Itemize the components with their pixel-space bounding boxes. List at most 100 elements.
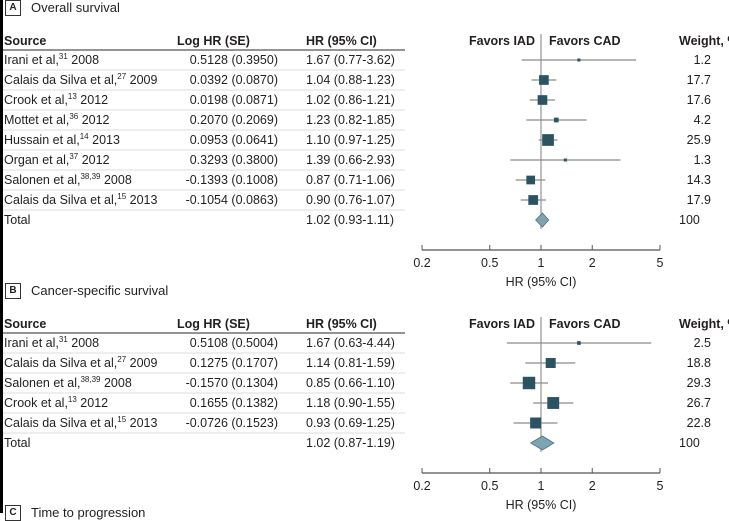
- column-header-weight: Weight, %: [679, 317, 729, 331]
- study-estimate-box: [577, 58, 581, 62]
- study-weight: 17.7: [686, 73, 711, 87]
- study-weight: 1.2: [693, 53, 711, 67]
- study-source: Crook et al,13 2012: [4, 92, 109, 108]
- study-weight: 29.3: [686, 376, 711, 390]
- pooled-estimate-diamond: [529, 435, 555, 451]
- study-loghr: 0.5128 (0.3950): [189, 53, 278, 67]
- study-source: Crook et al,13 2012: [4, 395, 109, 411]
- reference-number: 14: [79, 132, 89, 141]
- study-hrci: 1.02 (0.87-1.19): [306, 436, 395, 450]
- study-hrci: 1.18 (0.90-1.55): [306, 396, 395, 410]
- study-weight: 100: [679, 436, 700, 450]
- study-loghr: 0.3293 (0.3800): [189, 153, 278, 167]
- x-axis-title: HR (95% CI): [505, 498, 577, 512]
- study-loghr: 0.5108 (0.5004): [189, 336, 278, 350]
- x-tick-label: 0.5: [481, 479, 499, 493]
- x-axis-title: HR (95% CI): [505, 275, 577, 289]
- study-weight: 18.8: [686, 356, 711, 370]
- study-hrci: 1.04 (0.88-1.23): [306, 73, 395, 87]
- study-loghr: -0.1393 (0.1008): [185, 173, 278, 187]
- study-source: Mottet et al,36 2012: [4, 112, 110, 128]
- reference-number: 38,39: [80, 172, 101, 181]
- study-weight: 1.3: [693, 153, 711, 167]
- study-hrci: 1.67 (0.77-3.62): [306, 53, 395, 67]
- study-source: Calais da Silva et al,15 2013: [4, 415, 158, 431]
- study-estimate-box: [547, 397, 560, 409]
- panel-label: A: [5, 0, 21, 16]
- favors-iad-label: Favors IAD: [469, 34, 535, 48]
- reference-number: 15: [117, 192, 127, 201]
- study-source: Calais da Silva et al,27 2009: [4, 72, 158, 88]
- study-estimate-box: [542, 134, 554, 146]
- favors-iad-label: Favors IAD: [469, 317, 535, 331]
- study-source: Calais da Silva et al,27 2009: [4, 355, 158, 371]
- favors-cad-label: Favors CAD: [549, 317, 621, 331]
- study-hrci: 1.14 (0.81-1.59): [306, 356, 395, 370]
- study-loghr: 0.1275 (0.1707): [189, 356, 278, 370]
- study-loghr: -0.1570 (0.1304): [185, 376, 278, 390]
- study-hrci: 1.02 (0.93-1.11): [306, 213, 395, 227]
- reference-number: 13: [67, 92, 77, 101]
- column-header-source: Source: [4, 317, 47, 331]
- study-estimate-box: [528, 195, 539, 205]
- study-hrci: 1.39 (0.66-2.93): [306, 153, 395, 167]
- x-tick-label: 5: [656, 479, 664, 493]
- x-tick-label: 1: [537, 479, 545, 493]
- x-tick-label: 0.2: [413, 256, 431, 270]
- x-tick-label: 5: [656, 256, 664, 270]
- x-tick-label: 0.2: [413, 479, 431, 493]
- x-tick-label: 0.5: [481, 256, 499, 270]
- study-weight: 22.8: [686, 416, 711, 430]
- study-loghr: 0.1655 (0.1382): [189, 396, 278, 410]
- column-header-hrci: HR (95% CI): [306, 34, 377, 48]
- total-label: Total: [4, 436, 31, 450]
- study-hrci: 0.93 (0.69-1.25): [306, 416, 395, 430]
- study-source: Salonen et al,38,39 2008: [4, 172, 132, 188]
- x-tick-label: 2: [588, 256, 596, 270]
- column-header-weight: Weight, %: [679, 34, 729, 48]
- study-source: Calais da Silva et al,15 2013: [4, 192, 158, 208]
- study-estimate-box: [522, 376, 536, 390]
- study-loghr: 0.0392 (0.0870): [189, 73, 278, 87]
- panel-title: Cancer-specific survival: [31, 283, 169, 298]
- study-estimate-box: [530, 417, 542, 429]
- study-source: Hussain et al,14 2013: [4, 132, 120, 148]
- reference-number: 37: [69, 152, 79, 161]
- column-header-loghr: Log HR (SE): [177, 34, 250, 48]
- study-hrci: 0.87 (0.71-1.06): [306, 173, 395, 187]
- study-source: Irani et al,31 2008: [4, 52, 100, 68]
- study-weight: 4.2: [693, 113, 711, 127]
- reference-number: 38,39: [80, 375, 101, 384]
- study-hrci: 1.23 (0.82-1.85): [306, 113, 395, 127]
- x-tick-label: 1: [537, 256, 545, 270]
- study-hrci: 1.02 (0.86-1.21): [306, 93, 395, 107]
- study-hrci: 1.67 (0.63-4.44): [306, 336, 395, 350]
- study-source: Irani et al,31 2008: [4, 335, 100, 351]
- study-weight: 17.6: [686, 93, 711, 107]
- x-tick-label: 2: [588, 479, 596, 493]
- reference-number: 15: [117, 415, 127, 424]
- left-border: [0, 0, 3, 513]
- column-header-loghr: Log HR (SE): [177, 317, 250, 331]
- study-loghr: 0.0953 (0.0641): [189, 133, 278, 147]
- column-header-source: Source: [4, 34, 47, 48]
- study-loghr: -0.1054 (0.0863): [185, 193, 278, 207]
- total-label: Total: [4, 213, 31, 227]
- study-estimate-box: [563, 158, 567, 162]
- study-loghr: 0.2070 (0.2069): [189, 113, 278, 127]
- study-estimate-box: [537, 95, 548, 105]
- study-estimate-box: [553, 117, 559, 123]
- study-loghr: 0.0198 (0.0871): [189, 93, 278, 107]
- study-estimate-box: [526, 175, 536, 185]
- study-hrci: 1.10 (0.97-1.25): [306, 133, 395, 147]
- study-hrci: 0.85 (0.66-1.10): [306, 376, 395, 390]
- study-weight: 14.3: [686, 173, 711, 187]
- reference-number: 27: [117, 355, 127, 364]
- study-weight: 100: [679, 213, 700, 227]
- column-header-hrci: HR (95% CI): [306, 317, 377, 331]
- reference-number: 31: [58, 335, 68, 344]
- pooled-estimate-diamond: [535, 212, 550, 228]
- study-loghr: -0.0726 (0.1523): [185, 416, 278, 430]
- study-source: Organ et al,37 2012: [4, 152, 110, 168]
